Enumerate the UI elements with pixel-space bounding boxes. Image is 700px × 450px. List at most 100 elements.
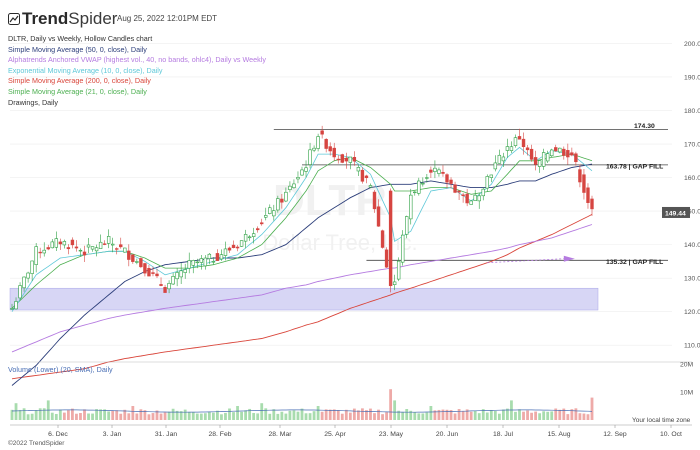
volume-bar [83,409,86,420]
candle-body [94,247,99,252]
candle-body [268,207,272,214]
volume-bar [171,408,175,420]
candle-body [537,160,542,167]
volume-bar [578,413,582,420]
candle-body [82,251,87,256]
candle-body [18,285,22,299]
legend-item[interactable]: DLTR, Daily vs Weekly, Hollow Candles ch… [8,34,153,43]
price-tick-label: 200.00 [684,41,700,48]
candle-body [159,284,163,286]
candle-body [247,236,252,239]
candle-body [396,260,401,280]
volume-bar [554,408,558,420]
vwap-projection-arrow [563,255,575,262]
volume-bar [91,413,94,420]
candle-body [280,198,284,203]
date-tick-label: 23. May [379,431,404,438]
candle-body [276,198,280,211]
candle-body [425,177,429,179]
date-axis: 6. Dec 3. Jan 31. Jan 28. Feb 28. Mar 25. Apr… [10,424,692,438]
date-tick-label: 18. Jul [493,431,514,438]
trendspider-logo-icon [8,13,20,25]
volume-bar [397,410,401,420]
volume-bar [405,409,409,420]
volume-bar [361,408,364,420]
volume-bar [590,397,594,420]
candle-body [239,240,244,247]
candle-body [26,272,30,279]
legend-item[interactable]: Simple Moving Average (21, 0, close), Da… [8,86,147,96]
volume-bar [284,413,288,420]
candle-body [570,152,574,156]
candle-body [586,187,590,203]
volume-bar [348,412,352,420]
candle-body [58,241,63,245]
volume-bar [264,408,268,420]
legend-item[interactable]: Simple Moving Average (50, 0, close), Da… [8,44,147,54]
candles [10,125,594,310]
candle-body [517,136,522,140]
volume-bar [393,400,397,420]
price-tick-label: 110.00 [684,343,700,350]
candle-body [429,169,433,173]
volume-bar [562,408,566,420]
volume-bar [18,409,22,420]
candle-body [46,247,50,250]
volume-bar [175,410,179,420]
candle-body [74,246,79,249]
volume-bar [14,403,18,420]
volume-bar [99,409,103,420]
watermark-ticker: DLTR [273,176,387,225]
candle-body [284,191,288,202]
volume-bar [107,411,111,420]
volume-bar [461,411,465,420]
candle-body [175,272,179,280]
candle-body [231,244,236,248]
candle-body [207,253,212,259]
volume-bar [147,414,151,420]
volume-sma-line [11,409,593,413]
volume-bar [66,410,70,420]
candle-body [106,236,111,244]
candle-body [155,273,159,277]
price-tick-label: 150.00 [684,209,700,216]
trendspider-logo[interactable]: TrendSpider [8,9,117,29]
price-tick-label: 160.00 [684,175,700,182]
volume-bar [445,409,449,420]
price-tick-label: 190.00 [684,74,700,81]
candle-body [163,287,167,293]
volume-bar [389,389,393,420]
volume-bar [332,409,336,420]
candle-body [457,190,461,193]
legend-item[interactable]: Exponential Moving Average (10, 0, close… [8,65,163,75]
candle-body [501,156,506,162]
price-tick-label: 180.00 [684,108,700,115]
candle-body [131,254,135,262]
volume-bar [506,408,509,420]
volume-bar [485,412,489,420]
candle-body [437,169,441,174]
candle-body [433,167,437,172]
indicator-lines [11,146,593,386]
volume-bar [54,413,58,420]
candle-body [497,154,502,164]
volume-bar [469,411,473,420]
legend-item[interactable]: Simple Moving Average (200, 0, close), D… [8,76,151,86]
volume-bar [413,412,417,420]
volume-bar [530,412,533,420]
candle-body [352,156,357,162]
volume-bar [586,414,590,420]
candle-body [324,139,328,149]
candle-body [481,188,485,197]
volume-bar [344,409,348,420]
candle-body [445,174,449,183]
volume-label[interactable]: Volume (Lower) (20, SMA), Daily [8,365,113,374]
timezone-label[interactable]: Your local time zone [632,417,691,424]
candle-body [409,194,413,220]
legend-item[interactable]: Drawings, Daily [8,97,58,107]
candle-body [525,147,530,151]
volume-bar [526,410,529,420]
legend-item[interactable]: Alphatrends Anchored VWAP (highest vol.,… [8,55,266,65]
volume-bar [570,409,574,420]
candle-body [272,210,276,217]
